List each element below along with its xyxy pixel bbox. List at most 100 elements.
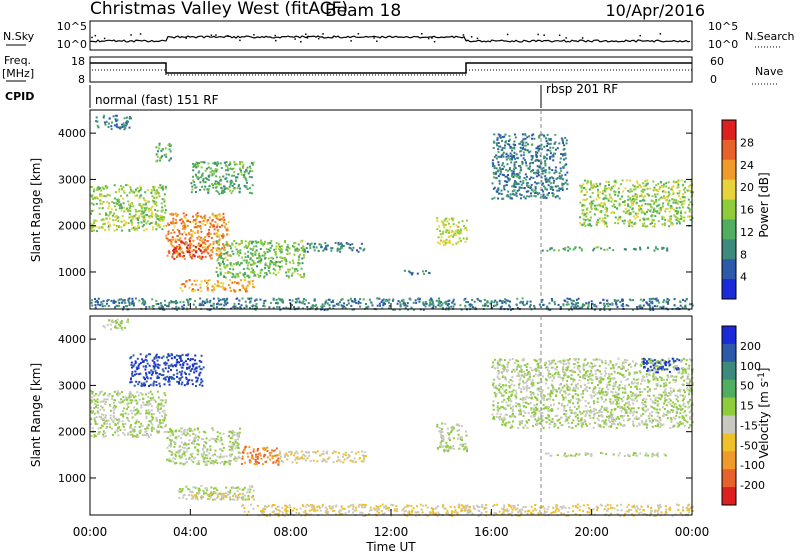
velocity-pixel — [230, 445, 233, 448]
power-pixel — [255, 303, 258, 305]
power-pixel — [485, 304, 488, 307]
power-pixel — [199, 227, 202, 230]
power-pixel — [241, 256, 244, 259]
freq-label-2: [MHz] — [2, 67, 34, 80]
power-pixel — [628, 190, 631, 193]
power-pixel — [631, 195, 634, 198]
power-pixel — [606, 248, 609, 251]
velocity-pixel — [131, 416, 134, 419]
power-pixel — [669, 218, 672, 221]
power-pixel — [141, 215, 144, 218]
power-pixel — [662, 205, 664, 208]
power-pixel — [142, 224, 145, 226]
power-pixel — [219, 225, 221, 228]
power-pixel — [245, 304, 248, 307]
velocity-pixel — [208, 495, 211, 497]
power-pixel — [214, 221, 217, 223]
power-pixel — [531, 188, 534, 191]
power-pixel — [672, 193, 675, 196]
velocity-pixel — [169, 364, 172, 367]
velocity-pixel — [173, 377, 176, 380]
power-pixel — [450, 231, 453, 234]
power-pixel — [227, 284, 230, 286]
power-pixel — [239, 167, 242, 170]
power-pixel — [293, 306, 295, 309]
velocity-pixel — [189, 358, 192, 360]
power-pixel — [549, 152, 552, 155]
power-pixel — [124, 305, 127, 308]
power-pixel — [195, 161, 198, 164]
power-pixel — [648, 304, 651, 307]
power-pixel — [607, 302, 610, 305]
velocity-pixel — [166, 458, 168, 461]
power-pixel — [590, 224, 593, 227]
velocity-pixel — [221, 460, 224, 463]
power-pixel — [199, 221, 202, 224]
power-pixel — [514, 186, 517, 188]
power-pixel — [170, 241, 173, 244]
velocity-pixel — [135, 366, 138, 369]
velocity-pixel — [204, 461, 207, 464]
velocity-pixel — [91, 400, 94, 403]
power-pixel — [365, 306, 368, 309]
power-pixel — [169, 221, 172, 224]
power-pixel — [201, 174, 204, 177]
power-pixel — [204, 243, 207, 246]
power-pixel — [439, 233, 442, 236]
power-pixel — [299, 274, 302, 277]
power-pixel — [524, 134, 527, 137]
power-pixel — [207, 282, 210, 285]
velocity-pixel — [201, 448, 204, 451]
power-pixel — [547, 137, 550, 140]
velocity-pixel — [186, 381, 189, 384]
power-pixel — [511, 185, 514, 188]
power-pixel — [453, 303, 456, 306]
power-pixel — [272, 272, 275, 275]
power-pixel — [104, 123, 107, 126]
power-pixel — [614, 222, 617, 224]
velocity-pixel — [162, 370, 165, 373]
power-pixel — [222, 286, 225, 289]
power-pixel — [283, 258, 286, 261]
power-pixel — [639, 200, 642, 203]
power-pixel — [653, 223, 656, 225]
velocity-pixel — [178, 450, 181, 453]
power-pixel — [180, 222, 183, 225]
power-pixel — [384, 302, 386, 305]
power-pixel — [321, 303, 324, 306]
power-pixel — [621, 179, 624, 182]
power-pixel — [218, 253, 221, 256]
power-pixel — [543, 155, 546, 158]
power-pixel — [197, 242, 200, 245]
velocity-pixel — [198, 383, 201, 386]
power-pixel — [636, 180, 639, 183]
power-pixel — [165, 237, 168, 240]
power-pixel — [530, 155, 533, 158]
power-pixel — [547, 184, 550, 187]
power-pixel — [688, 189, 691, 192]
power-pixel — [297, 261, 300, 264]
power-pixel — [132, 191, 135, 194]
power-pixel — [260, 239, 262, 242]
velocity-pixel — [210, 462, 212, 465]
power-pixel — [206, 234, 209, 237]
power-pixel — [528, 135, 531, 138]
power-pixel — [178, 232, 181, 235]
power-pixel — [180, 218, 183, 221]
velocity-pixel — [184, 373, 187, 375]
power-pixel — [170, 243, 173, 246]
power-pixel — [624, 212, 627, 215]
power-pixel — [144, 302, 147, 305]
power-pixel — [209, 249, 212, 252]
velocity-pixel — [193, 371, 196, 374]
cpid-panel: CPID normal (fast) 151 RF rbsp 201 RF — [5, 82, 618, 108]
power-pixel — [659, 210, 662, 213]
power-pixel — [128, 117, 131, 120]
power-pixel — [159, 157, 162, 160]
power-pixel — [541, 148, 543, 151]
velocity-pixel — [237, 486, 240, 489]
power-pixel — [231, 174, 234, 177]
power-pixel — [120, 209, 123, 212]
velocity-pixel — [185, 461, 188, 463]
power-pixel — [497, 170, 499, 173]
